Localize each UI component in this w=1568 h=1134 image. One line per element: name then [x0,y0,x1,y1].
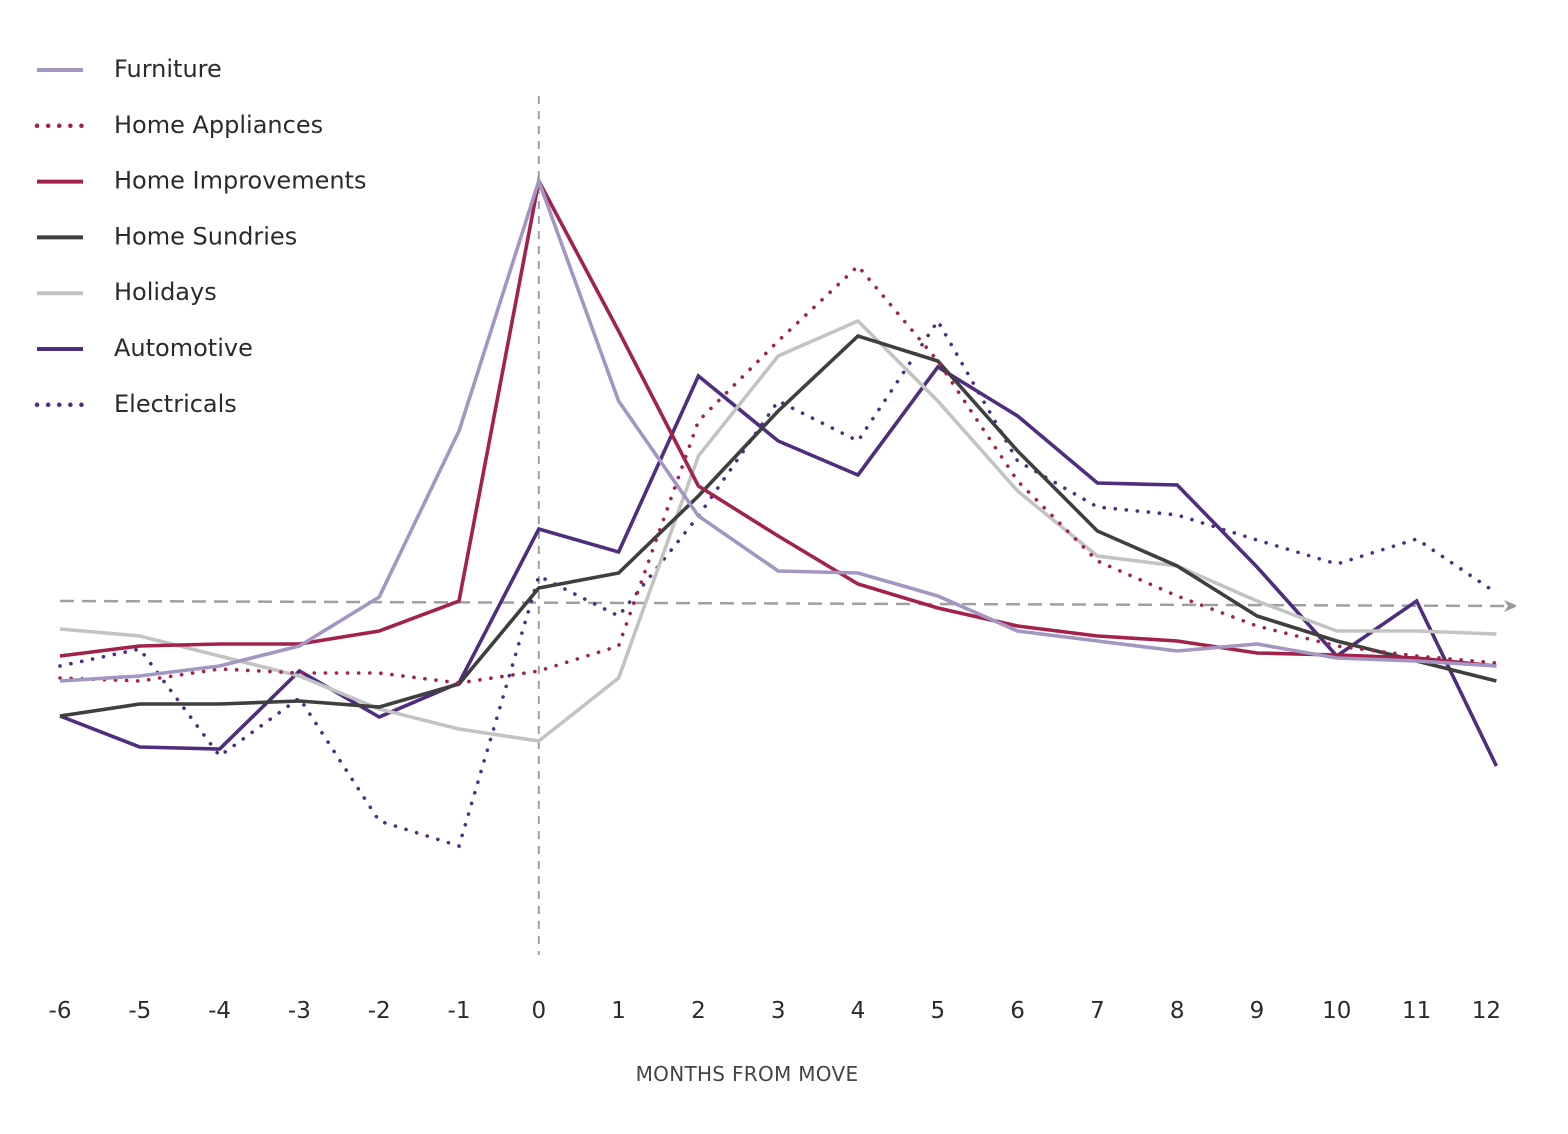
x-tick-label: 3 [771,998,786,1024]
legend-item-home-sundries: Home Sundries [37,222,297,250]
legend-label: Home Appliances [114,111,323,139]
x-tick-label: -6 [49,998,72,1024]
legend-item-holidays: Holidays [37,278,217,306]
legend-item-automotive: Automotive [37,334,253,362]
x-tick-label: 12 [1472,998,1501,1024]
x-tick-label: 6 [1010,998,1025,1024]
x-tick-label: 2 [691,998,706,1024]
x-tick-label: -3 [288,998,311,1024]
series-line-home-sundries [60,336,1496,716]
x-tick-label: 4 [851,998,866,1024]
legend: Furniture Home Appliances Home Improvement… [37,55,366,418]
series-line-holidays [60,321,1496,741]
series-layer [60,181,1496,846]
x-tick-label: -1 [448,998,471,1024]
series-line-electricals [60,321,1496,846]
x-tick-label: 11 [1402,998,1431,1024]
x-tick-label: 0 [531,998,546,1024]
legend-label: Electricals [114,390,237,418]
legend-label: Automotive [114,334,253,362]
x-tick-label: 10 [1322,998,1351,1024]
legend-item-electricals: Electricals [37,390,237,418]
x-tick-label: -2 [368,998,391,1024]
x-tick-label: 1 [611,998,626,1024]
legend-label: Home Improvements [114,167,366,195]
series-line-automotive [60,367,1496,766]
series-line-home-appliances [60,266,1496,683]
legend-label: Home Sundries [114,222,297,250]
x-axis-title: MONTHS FROM MOVE [636,1062,859,1086]
x-tick-label: 8 [1170,998,1185,1024]
x-tick-label: -5 [128,998,151,1024]
legend-item-furniture: Furniture [37,55,222,83]
legend-label: Furniture [114,55,222,83]
x-tick-label: 5 [930,998,945,1024]
x-axis-tick-labels: -6 -5 -4 -3 -2 -1 0 1 2 3 4 5 6 7 8 9 10 11 12 [49,998,1502,1024]
x-tick-label: -4 [208,998,231,1024]
chart-canvas: Furniture Home Appliances Home Improvement… [0,0,1568,1130]
x-tick-label: 9 [1250,998,1265,1024]
x-tick-label: 7 [1090,998,1105,1024]
legend-item-home-improvements: Home Improvements [37,167,366,195]
legend-item-home-appliances: Home Appliances [37,111,323,139]
legend-label: Holidays [114,278,217,306]
line-chart: Furniture Home Appliances Home Improvement… [0,0,1568,1130]
